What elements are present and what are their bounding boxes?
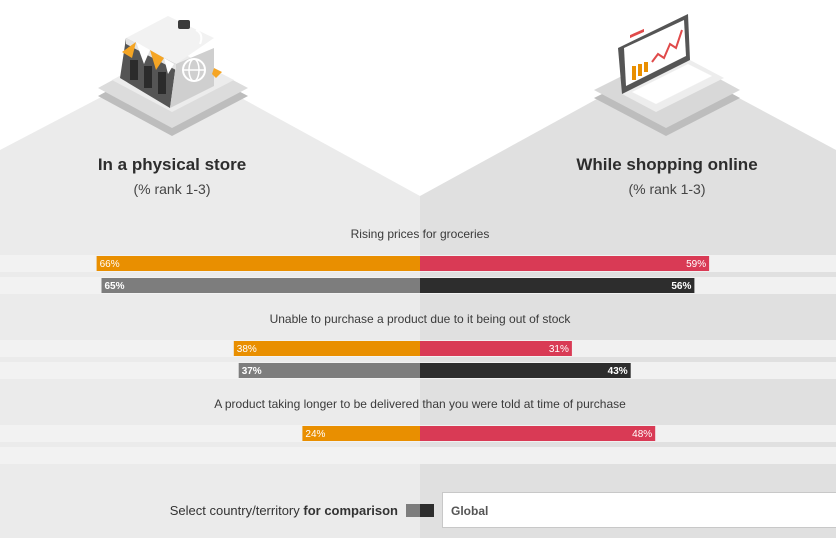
- category-label: A product taking longer to be delivered …: [214, 397, 626, 411]
- bar-track: [0, 447, 836, 464]
- comparison-label-bold: for comparison: [303, 503, 398, 518]
- online-shopping-heading: While shopping online: [576, 155, 758, 174]
- online-comparison-bar: [420, 278, 695, 293]
- store-comparison-bar: [238, 363, 420, 378]
- online-data-label: 48%: [632, 429, 652, 440]
- online-shopping-subtitle: (% rank 1-3): [628, 181, 706, 197]
- store-comparison-bar: [101, 278, 420, 293]
- store-bar: [233, 341, 420, 356]
- online-bar: [420, 426, 656, 441]
- store-comparison-data-label: 37%: [242, 366, 262, 377]
- online-comparison-data-label: 43%: [608, 366, 628, 377]
- online-comparison-data-label: 56%: [671, 281, 691, 292]
- physical-store-subtitle: (% rank 1-3): [133, 181, 211, 197]
- online-bar: [420, 341, 572, 356]
- store-bar: [96, 256, 420, 271]
- comparison-swatch-online: [420, 504, 434, 517]
- store-data-label: 66%: [100, 259, 120, 270]
- store-data-label: 24%: [305, 429, 325, 440]
- store-bar: [302, 426, 420, 441]
- category-label: Rising prices for groceries: [351, 227, 490, 241]
- online-comparison-bar: [420, 363, 631, 378]
- online-data-label: 31%: [549, 344, 569, 355]
- store-comparison-data-label: 65%: [105, 281, 125, 292]
- online-data-label: 59%: [686, 259, 706, 270]
- comparison-label-prefix: Select country/territory: [169, 503, 304, 518]
- storefront-icon: [98, 16, 248, 136]
- comparison-swatch-store: [406, 504, 420, 517]
- store-data-label: 38%: [237, 344, 257, 355]
- physical-store-heading: In a physical store: [97, 155, 247, 174]
- category-label: Unable to purchase a product due to it b…: [270, 312, 572, 326]
- country-select-value: Global: [451, 504, 489, 518]
- comparison-label: Select country/territory for comparison: [120, 503, 398, 518]
- online-bar: [420, 256, 710, 271]
- country-select[interactable]: Global: [442, 492, 836, 528]
- laptop-chart-icon: [594, 14, 740, 136]
